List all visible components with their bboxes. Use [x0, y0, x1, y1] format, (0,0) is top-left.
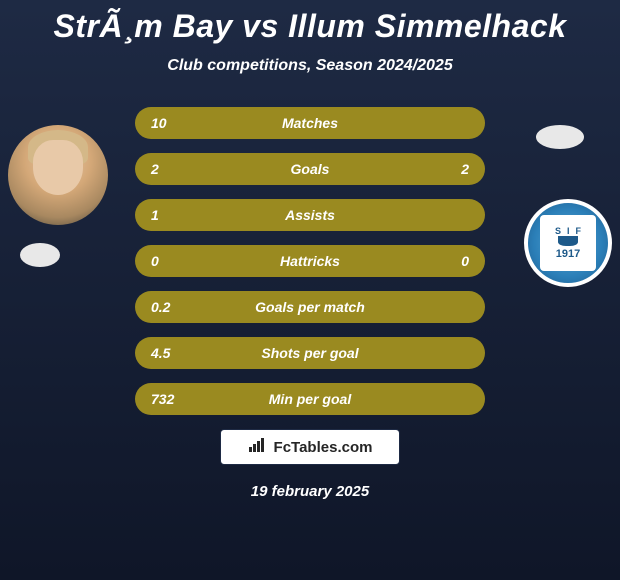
stat-right-value: 0	[429, 253, 469, 269]
stat-left-value: 1	[151, 207, 191, 223]
stat-row-shots-per-goal: 4.5 Shots per goal	[135, 337, 485, 369]
stat-row-min-per-goal: 732 Min per goal	[135, 383, 485, 415]
stats-container: 10 Matches 2 Goals 2 1 Assists 0 Hattric…	[135, 105, 485, 415]
stat-label: Matches	[191, 115, 429, 131]
footer-brand-text: FcTables.com	[274, 439, 373, 456]
stat-left-value: 0	[151, 253, 191, 269]
stat-row-goals: 2 Goals 2	[135, 153, 485, 185]
stat-left-value: 732	[151, 391, 191, 407]
player-right-team-badge	[536, 125, 584, 149]
stat-row-matches: 10 Matches	[135, 107, 485, 139]
stat-label: Assists	[191, 207, 429, 223]
club-logo-abbr: SIF	[555, 226, 587, 236]
club-logo-year: 1917	[556, 248, 580, 260]
chart-icon	[248, 437, 268, 458]
stat-row-goals-per-match: 0.2 Goals per match	[135, 291, 485, 323]
stat-left-value: 10	[151, 115, 191, 131]
player-left-team-badge	[20, 243, 60, 267]
footer-brand-logo: FcTables.com	[220, 429, 400, 465]
stat-left-value: 2	[151, 161, 191, 177]
stat-left-value: 0.2	[151, 299, 191, 315]
player-left-avatar	[8, 125, 108, 225]
footer-date: 19 february 2025	[0, 483, 620, 500]
stat-left-value: 4.5	[151, 345, 191, 361]
stat-label: Goals per match	[191, 299, 429, 315]
player-right-column: SIF 1917	[516, 125, 612, 287]
stat-row-hattricks: 0 Hattricks 0	[135, 245, 485, 277]
stat-label: Min per goal	[191, 391, 429, 407]
page-title: StrÃ¸m Bay vs Illum Simmelhack	[0, 0, 620, 45]
main-content: SIF 1917 10 Matches 2 Goals 2 1 Assists …	[0, 105, 620, 500]
player-left-column	[8, 125, 108, 267]
stat-label: Goals	[191, 161, 429, 177]
stat-label: Shots per goal	[191, 345, 429, 361]
club-logo: SIF 1917	[524, 199, 612, 287]
stat-row-assists: 1 Assists	[135, 199, 485, 231]
stat-label: Hattricks	[191, 253, 429, 269]
page-subtitle: Club competitions, Season 2024/2025	[0, 57, 620, 75]
stat-right-value: 2	[429, 161, 469, 177]
